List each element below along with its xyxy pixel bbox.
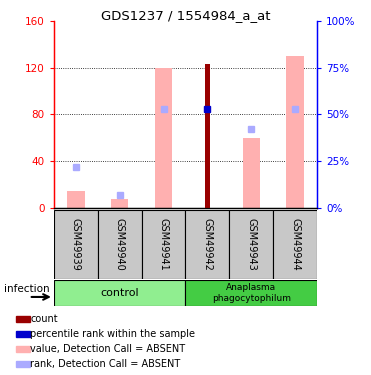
Bar <box>54 210 98 279</box>
Bar <box>273 210 317 279</box>
Text: GSM49944: GSM49944 <box>290 218 300 271</box>
Bar <box>111 199 128 208</box>
Bar <box>16 346 30 352</box>
Text: count: count <box>30 314 58 324</box>
Bar <box>243 138 260 208</box>
Bar <box>142 210 186 279</box>
Bar <box>186 280 317 306</box>
Text: GSM49942: GSM49942 <box>203 218 213 271</box>
Text: Anaplasma
phagocytophilum: Anaplasma phagocytophilum <box>212 283 291 303</box>
Text: infection: infection <box>4 284 49 294</box>
Bar <box>186 210 229 279</box>
Text: GSM49941: GSM49941 <box>158 218 168 271</box>
Text: GSM49939: GSM49939 <box>71 218 81 271</box>
Bar <box>229 210 273 279</box>
Bar <box>16 361 30 367</box>
Bar <box>16 331 30 337</box>
Bar <box>155 68 172 208</box>
Text: GSM49940: GSM49940 <box>115 218 125 271</box>
Bar <box>67 190 85 208</box>
Bar <box>16 316 30 322</box>
Text: GSM49943: GSM49943 <box>246 218 256 271</box>
Text: rank, Detection Call = ABSENT: rank, Detection Call = ABSENT <box>30 359 181 369</box>
Bar <box>54 280 185 306</box>
Bar <box>286 56 304 208</box>
Bar <box>98 210 142 279</box>
Text: GDS1237 / 1554984_a_at: GDS1237 / 1554984_a_at <box>101 9 270 22</box>
Text: control: control <box>100 288 139 298</box>
Bar <box>205 64 210 208</box>
Text: percentile rank within the sample: percentile rank within the sample <box>30 329 195 339</box>
Text: value, Detection Call = ABSENT: value, Detection Call = ABSENT <box>30 344 186 354</box>
